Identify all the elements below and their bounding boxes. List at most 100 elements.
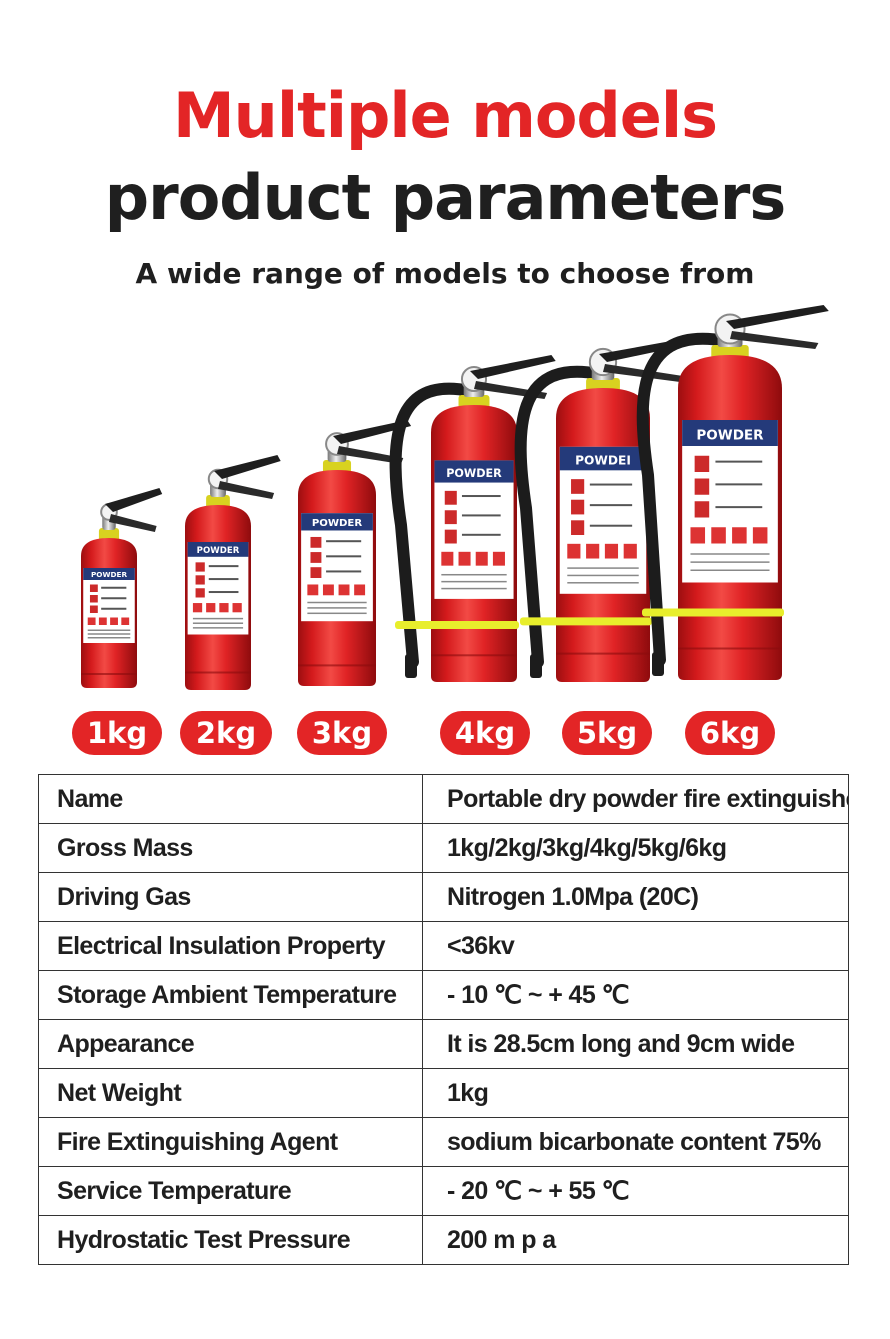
instruction-text-line (326, 540, 362, 543)
param-value: - 10 ℃ ~ + 45 ℃ (422, 970, 849, 1020)
extinguisher-6kg: POWDER (636, 305, 829, 680)
handle-grip (109, 514, 157, 532)
param-value: <36kv (422, 921, 849, 971)
instruction-text-line (208, 578, 239, 581)
fine-print-line (87, 637, 131, 639)
instruction-icon (89, 584, 98, 592)
instruction-text-line (101, 586, 127, 589)
param-name: Net Weight (38, 1068, 423, 1118)
extinguisher-3kg: POWDER (298, 420, 412, 686)
title-line-1: Multiple models (172, 79, 718, 152)
instruction-text-line (326, 555, 362, 558)
instruction-icon (444, 529, 457, 544)
subtitle: A wide range of models to choose from (135, 257, 755, 290)
instruction-icon (571, 479, 585, 494)
table-row: Driving Gas Nitrogen 1.0Mpa (20C) (38, 872, 849, 922)
label-header (301, 513, 373, 531)
table-row: Fire Extinguishing Agent sodium bicarbona… (38, 1117, 849, 1167)
instruction-text-line (461, 495, 501, 498)
instruction-icon (444, 490, 457, 505)
class-icon (623, 543, 637, 559)
table-row: Service Temperature - 20 ℃ ~ + 55 ℃ (38, 1166, 849, 1216)
instruction-icon (571, 520, 585, 535)
param-name: Electrical Insulation Property (38, 921, 423, 971)
class-icon (475, 551, 488, 566)
size-label-3kg: 3kg (297, 711, 387, 755)
class-icon (711, 527, 726, 544)
table-row: Hydrostatic Test Pressure 200 m p a (38, 1215, 849, 1265)
instruction-text-line (715, 483, 763, 486)
instruction-icon (89, 605, 98, 613)
param-name: Name (38, 774, 423, 824)
fine-print-line (87, 629, 131, 631)
instruction-icon (571, 499, 585, 515)
size-label-1kg: 1kg (72, 711, 162, 755)
fine-print-line (690, 561, 770, 563)
title-line-2: product parameters (104, 161, 787, 234)
fine-print-line (307, 601, 367, 604)
instruction-text-line (101, 597, 127, 600)
parameters-table: Name Portable dry powder fire extinguishe… (38, 774, 849, 1265)
hose (636, 332, 732, 666)
hose-nozzle (530, 654, 542, 678)
param-name: Service Temperature (38, 1166, 423, 1216)
hose-nozzle (652, 652, 664, 676)
hose-nozzle (405, 654, 417, 678)
base-ring (298, 664, 376, 667)
size-label-6kg: 6kg (685, 711, 775, 755)
fine-print-line (307, 607, 367, 609)
param-value: - 20 ℃ ~ + 55 ℃ (422, 1166, 849, 1216)
fine-print-line (307, 612, 367, 615)
param-name: Driving Gas (38, 872, 423, 922)
class-icon (192, 603, 203, 613)
instruction-text-line (589, 504, 633, 507)
fine-print-line (87, 633, 131, 635)
instruction-text-line (208, 591, 239, 594)
instruction-icon (310, 536, 322, 548)
label-powder-text: POWDER (197, 546, 240, 556)
label-header (83, 568, 135, 580)
class-icon (604, 543, 619, 559)
fine-print-line (192, 617, 244, 620)
extinguisher-4kg: POWDER (389, 355, 556, 682)
class-icon (354, 584, 366, 596)
instruction-icon (310, 567, 322, 578)
fine-print-line (441, 580, 507, 583)
label-powder-text: POWDEI (575, 453, 631, 467)
label-header (559, 446, 647, 471)
instruction-text-line (461, 514, 501, 517)
class-icon (110, 617, 118, 625)
class-icon (492, 551, 505, 566)
fine-print-line (690, 569, 770, 571)
table-row: Name Portable dry powder fire extinguishe… (38, 774, 849, 824)
param-name: Appearance (38, 1019, 423, 1069)
class-icon (121, 617, 130, 625)
instruction-icon (89, 595, 98, 603)
param-value: 200 m p a (422, 1215, 849, 1265)
label-powder-text: POWDER (312, 518, 363, 529)
class-icon (98, 617, 107, 625)
param-value: It is 28.5cm long and 9cm wide (422, 1019, 849, 1069)
extinguisher-5kg: POWDEI (514, 338, 693, 682)
base-ring (81, 673, 137, 675)
fine-print-line (567, 574, 639, 577)
base-ring (556, 652, 650, 655)
hose (514, 365, 605, 668)
base-ring (185, 671, 251, 674)
fine-print-line (690, 553, 770, 555)
class-icon (732, 527, 747, 544)
instruction-icon (694, 478, 710, 495)
label-powder-text: POWDER (446, 467, 502, 480)
handle-lever (333, 420, 412, 444)
class-icon (232, 603, 242, 613)
class-icon (567, 543, 581, 559)
fine-print-line (567, 582, 639, 584)
table-row: Net Weight 1kg (38, 1068, 849, 1118)
base-ring (431, 654, 517, 657)
hose-strap (520, 617, 652, 626)
class-icon (87, 617, 96, 625)
class-icon (752, 527, 768, 544)
instruction-icon (694, 455, 710, 472)
extinguisher-2kg: POWDER (185, 455, 281, 690)
handle-grip (218, 481, 275, 499)
